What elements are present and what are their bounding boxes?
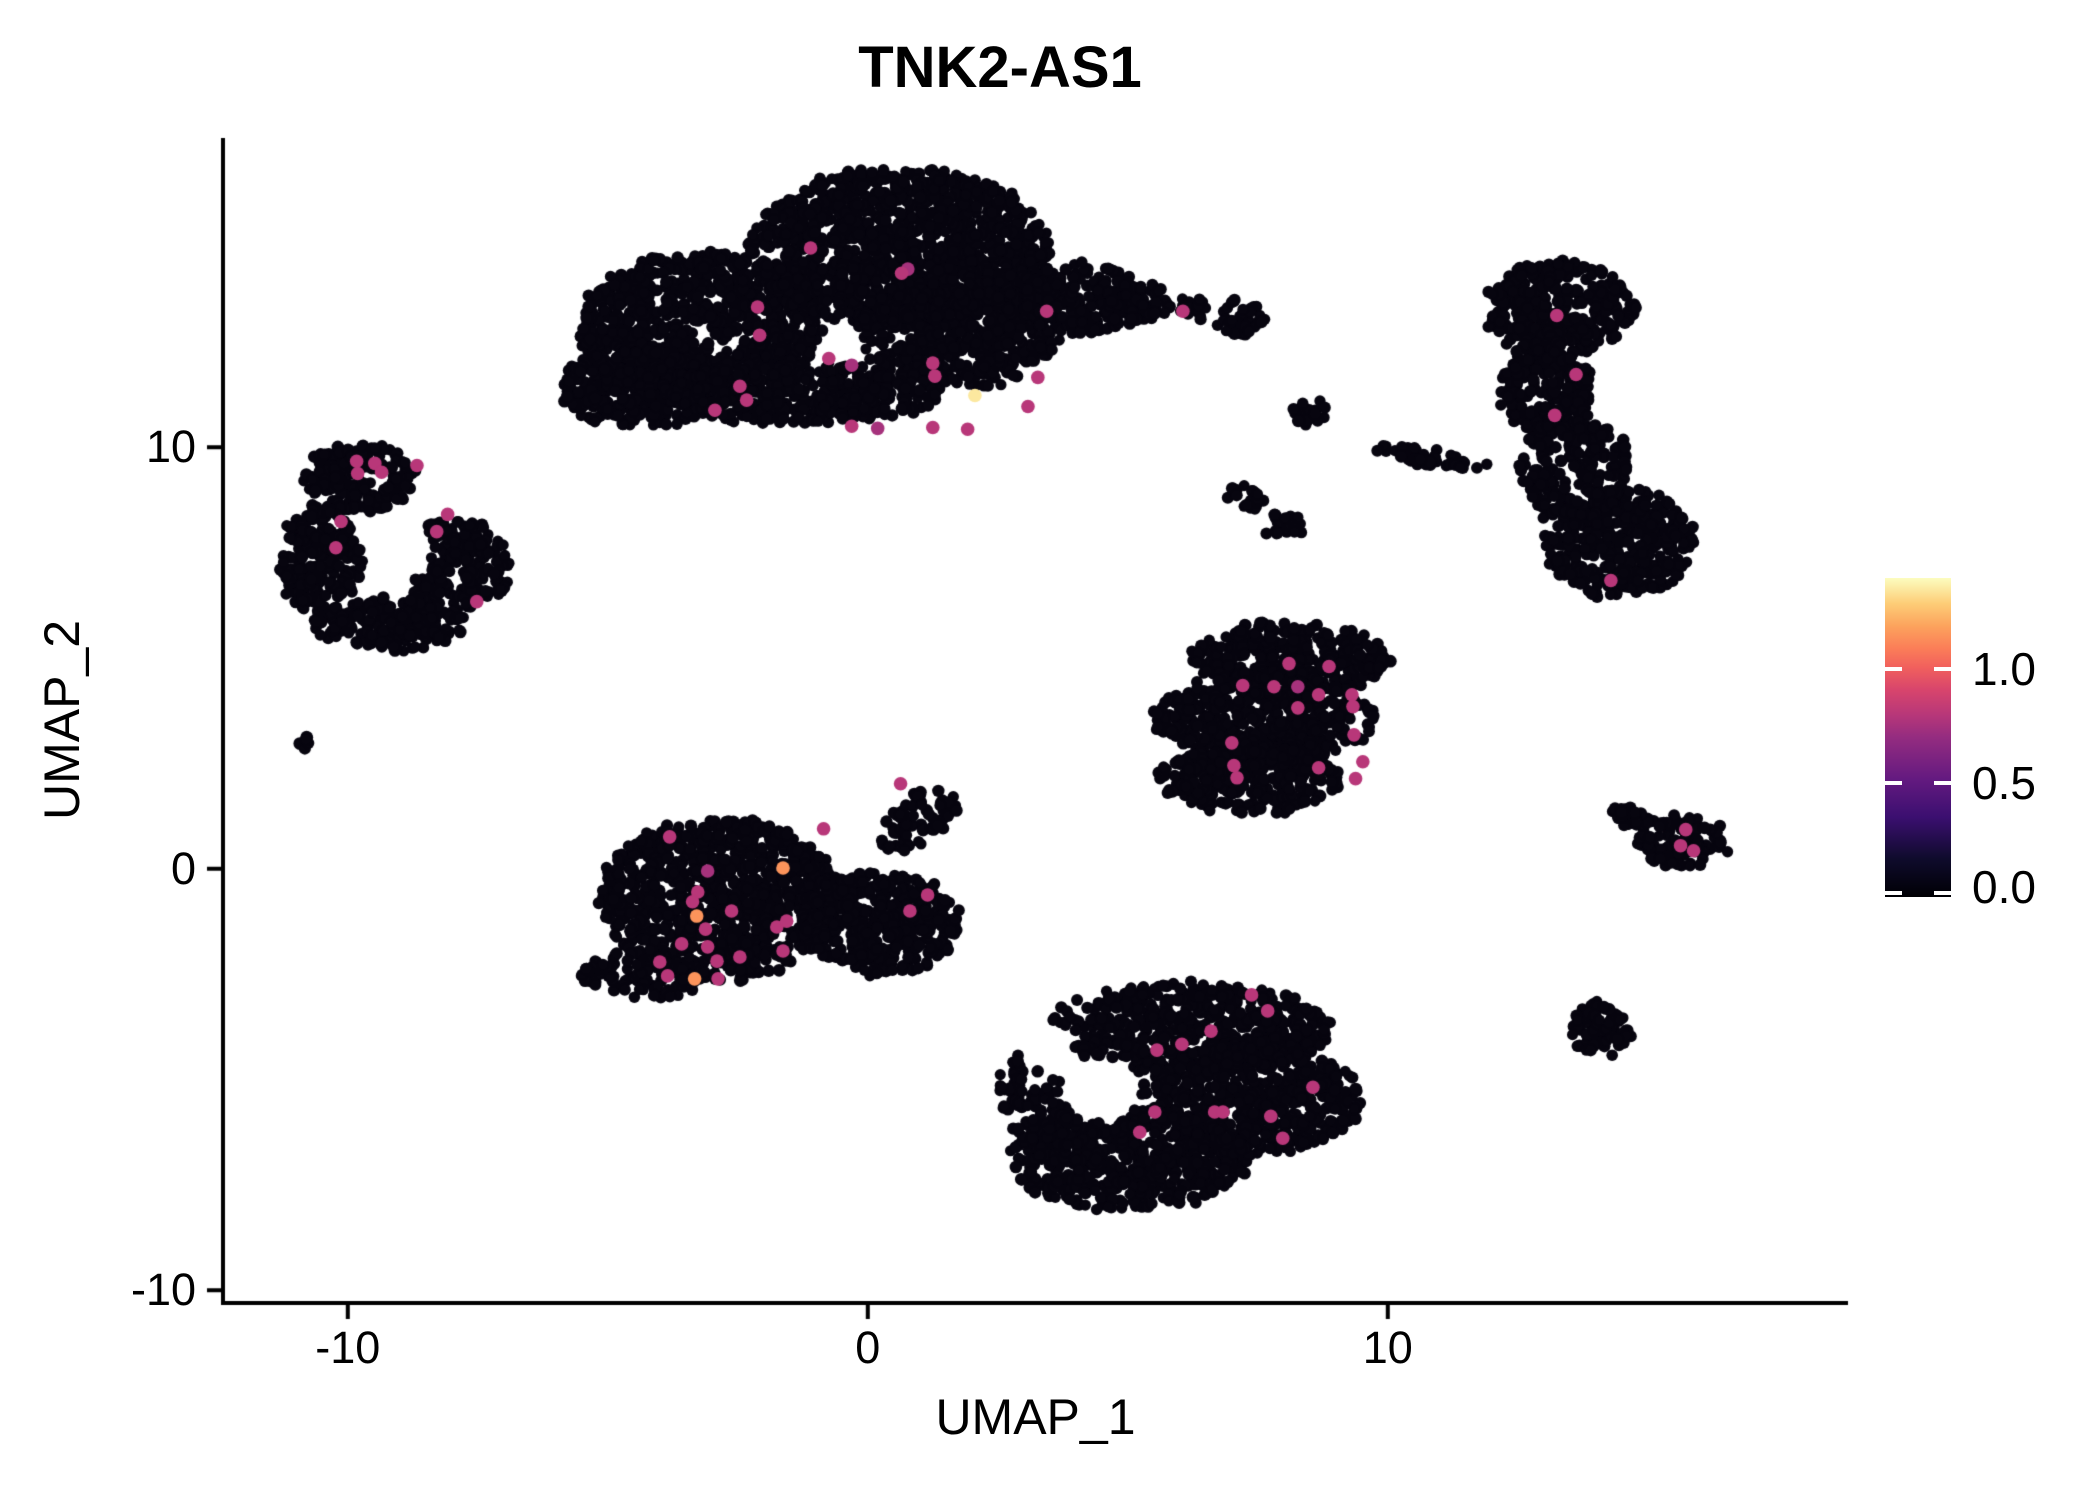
legend-tick-mark xyxy=(1934,891,1951,895)
x-axis-label: UMAP_1 xyxy=(935,1389,1136,1445)
legend-tick-mark xyxy=(1885,781,1902,786)
legend-tick-label: 0.0 xyxy=(1972,861,2036,913)
legend-tick-mark xyxy=(1885,891,1902,895)
plot-title: TNK2-AS1 xyxy=(858,35,1142,100)
y-axis-label: UMAP_2 xyxy=(34,619,90,821)
x-tick-label: 10 xyxy=(1362,1322,1413,1373)
legend-tick-mark xyxy=(1934,667,1951,672)
y-tick-label: 0 xyxy=(170,842,196,894)
legend-tick-mark xyxy=(1885,667,1902,672)
x-tick-label: 0 xyxy=(855,1322,881,1373)
colorbar-gradient xyxy=(1885,578,1951,897)
y-tick-label: -10 xyxy=(130,1264,196,1316)
y-tick-label: 10 xyxy=(145,421,196,473)
x-tick-label: -10 xyxy=(315,1322,381,1373)
legend-tick-label: 0.5 xyxy=(1972,757,2036,810)
legend-tick-mark xyxy=(1934,781,1951,786)
legend-tick-label: 1.0 xyxy=(1972,643,2036,696)
